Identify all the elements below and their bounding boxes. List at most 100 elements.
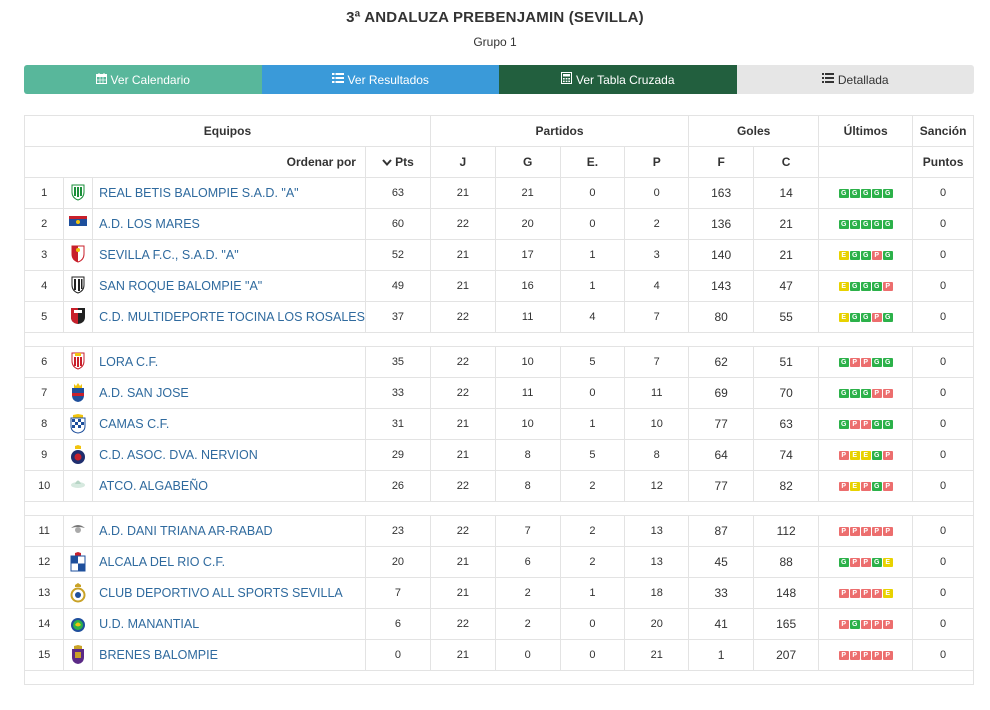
result-badge[interactable]: G bbox=[871, 281, 882, 291]
result-badge[interactable]: G bbox=[849, 619, 860, 629]
result-badge[interactable]: P bbox=[838, 481, 849, 491]
result-badge[interactable]: P bbox=[849, 526, 860, 536]
ver-resultados-button[interactable]: Ver Resultados bbox=[261, 65, 499, 94]
result-badge[interactable]: P bbox=[838, 588, 849, 598]
result-badge[interactable]: P bbox=[871, 250, 882, 260]
result-badge[interactable]: E bbox=[849, 450, 860, 460]
result-badge[interactable]: E bbox=[882, 588, 893, 598]
sort-j-header[interactable]: J bbox=[429, 146, 496, 178]
result-badge[interactable]: G bbox=[838, 188, 849, 198]
result-badge[interactable]: P bbox=[871, 588, 882, 598]
result-badge[interactable]: P bbox=[860, 526, 871, 536]
team-name-link[interactable]: LORA C.F. bbox=[92, 346, 366, 378]
result-badge[interactable]: P bbox=[871, 650, 882, 660]
result-badge[interactable]: G bbox=[860, 312, 871, 322]
result-badge[interactable]: G bbox=[871, 557, 882, 567]
sort-pts-header[interactable]: Pts bbox=[364, 146, 431, 178]
result-badge[interactable]: G bbox=[871, 188, 882, 198]
ver-tabla-cruzada-button[interactable]: Ver Tabla Cruzada bbox=[499, 65, 737, 94]
result-badge[interactable]: P bbox=[882, 650, 893, 660]
result-badge[interactable]: P bbox=[849, 588, 860, 598]
result-badge[interactable]: P bbox=[849, 557, 860, 567]
result-badge[interactable]: G bbox=[871, 357, 882, 367]
sort-g-header[interactable]: G bbox=[494, 146, 561, 178]
result-badge[interactable]: G bbox=[871, 450, 882, 460]
result-badge[interactable]: P bbox=[838, 619, 849, 629]
result-badge[interactable]: G bbox=[860, 281, 871, 291]
result-badge[interactable]: G bbox=[849, 250, 860, 260]
sort-p-header[interactable]: P bbox=[624, 146, 690, 178]
result-badge[interactable]: G bbox=[838, 557, 849, 567]
result-badge[interactable]: G bbox=[882, 357, 893, 367]
result-badge[interactable]: P bbox=[871, 312, 882, 322]
team-name-link[interactable]: A.D. SAN JOSE bbox=[92, 377, 366, 409]
result-badge[interactable]: P bbox=[871, 388, 882, 398]
result-badge[interactable]: P bbox=[838, 650, 849, 660]
team-name-link[interactable]: CAMAS C.F. bbox=[92, 408, 366, 440]
result-badge[interactable]: G bbox=[849, 188, 860, 198]
team-name-link[interactable]: CLUB DEPORTIVO ALL SPORTS SEVILLA bbox=[92, 577, 366, 609]
team-name-link[interactable]: ALCALA DEL RIO C.F. bbox=[92, 546, 366, 578]
result-badge[interactable]: G bbox=[860, 250, 871, 260]
result-badge[interactable]: G bbox=[838, 219, 849, 229]
result-badge[interactable]: G bbox=[871, 419, 882, 429]
sort-f-header[interactable]: F bbox=[688, 146, 755, 178]
result-badge[interactable]: G bbox=[849, 219, 860, 229]
result-badge[interactable]: P bbox=[860, 357, 871, 367]
result-badge[interactable]: G bbox=[871, 219, 882, 229]
result-badge[interactable]: E bbox=[860, 450, 871, 460]
result-badge[interactable]: G bbox=[849, 281, 860, 291]
result-badge[interactable]: P bbox=[860, 481, 871, 491]
result-badge[interactable]: E bbox=[838, 281, 849, 291]
result-badge[interactable]: P bbox=[860, 588, 871, 598]
detallada-button[interactable]: Detallada bbox=[736, 65, 974, 94]
result-badge[interactable]: P bbox=[882, 388, 893, 398]
team-name-link[interactable]: SEVILLA F.C., S.A.D. "A" bbox=[92, 239, 366, 271]
result-badge[interactable]: G bbox=[882, 250, 893, 260]
result-badge[interactable]: G bbox=[860, 219, 871, 229]
sort-c-header[interactable]: C bbox=[753, 146, 820, 178]
team-name-link[interactable]: BRENES BALOMPIE bbox=[92, 639, 366, 671]
result-badge[interactable]: G bbox=[838, 419, 849, 429]
result-badge[interactable]: P bbox=[860, 619, 871, 629]
result-badge[interactable]: P bbox=[882, 619, 893, 629]
result-badge[interactable]: P bbox=[849, 357, 860, 367]
team-name-link[interactable]: ATCO. ALGABEÑO bbox=[92, 470, 366, 502]
result-badge[interactable]: G bbox=[860, 388, 871, 398]
result-badge[interactable]: P bbox=[871, 526, 882, 536]
result-badge[interactable]: E bbox=[838, 312, 849, 322]
result-badge[interactable]: P bbox=[882, 526, 893, 536]
result-badge[interactable]: G bbox=[882, 188, 893, 198]
result-badge[interactable]: P bbox=[860, 557, 871, 567]
team-name-link[interactable]: C.D. MULTIDEPORTE TOCINA LOS ROSALES bbox=[92, 301, 366, 333]
sort-e-header[interactable]: E. bbox=[559, 146, 626, 178]
team-name-link[interactable]: A.D. DANI TRIANA AR-RABAD bbox=[92, 515, 366, 547]
result-badge[interactable]: P bbox=[838, 526, 849, 536]
result-badge[interactable]: P bbox=[882, 281, 893, 291]
result-badge[interactable]: G bbox=[849, 388, 860, 398]
team-name-link[interactable]: U.D. MANANTIAL bbox=[92, 608, 366, 640]
result-badge[interactable]: G bbox=[838, 357, 849, 367]
result-badge[interactable]: P bbox=[860, 419, 871, 429]
result-badge[interactable]: G bbox=[882, 219, 893, 229]
result-badge[interactable]: G bbox=[860, 188, 871, 198]
team-name-link[interactable]: SAN ROQUE BALOMPIE "A" bbox=[92, 270, 366, 302]
result-badge[interactable]: P bbox=[849, 419, 860, 429]
team-name-link[interactable]: C.D. ASOC. DVA. NERVION bbox=[92, 439, 366, 471]
team-name-link[interactable]: A.D. LOS MARES bbox=[92, 208, 366, 240]
result-badge[interactable]: P bbox=[838, 450, 849, 460]
result-badge[interactable]: E bbox=[882, 557, 893, 567]
result-badge[interactable]: P bbox=[882, 481, 893, 491]
result-badge[interactable]: G bbox=[871, 481, 882, 491]
result-badge[interactable]: G bbox=[849, 312, 860, 322]
result-badge[interactable]: P bbox=[860, 650, 871, 660]
result-badge[interactable]: E bbox=[849, 481, 860, 491]
result-badge[interactable]: G bbox=[882, 419, 893, 429]
result-badge[interactable]: G bbox=[882, 312, 893, 322]
result-badge[interactable]: E bbox=[838, 250, 849, 260]
result-badge[interactable]: P bbox=[882, 450, 893, 460]
result-badge[interactable]: P bbox=[871, 619, 882, 629]
result-badge[interactable]: G bbox=[838, 388, 849, 398]
ver-calendario-button[interactable]: Ver Calendario bbox=[24, 65, 262, 94]
team-name-link[interactable]: REAL BETIS BALOMPIE S.A.D. "A" bbox=[92, 177, 366, 209]
